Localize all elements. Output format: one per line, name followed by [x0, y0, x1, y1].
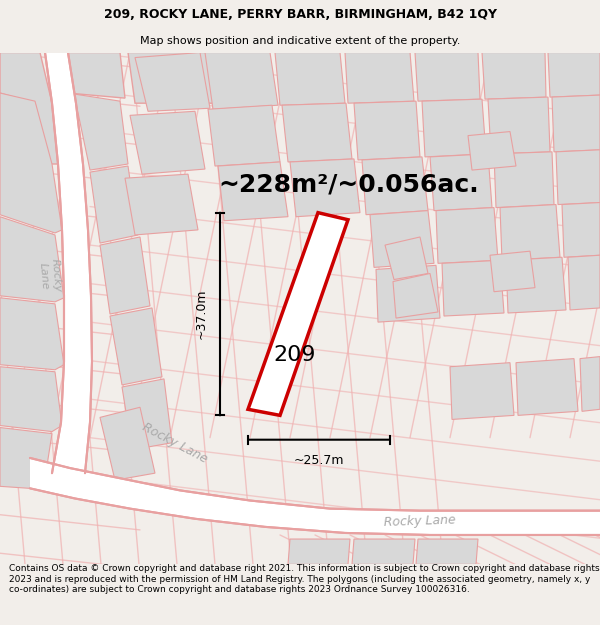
Polygon shape: [0, 367, 62, 432]
Polygon shape: [100, 237, 150, 314]
Polygon shape: [218, 162, 288, 221]
Polygon shape: [282, 103, 352, 162]
Polygon shape: [490, 251, 535, 292]
Polygon shape: [0, 298, 64, 370]
Polygon shape: [548, 52, 600, 97]
Polygon shape: [0, 428, 52, 488]
Polygon shape: [354, 101, 420, 160]
Polygon shape: [45, 52, 92, 473]
Polygon shape: [436, 208, 498, 263]
Polygon shape: [415, 52, 480, 101]
Polygon shape: [468, 131, 516, 170]
Polygon shape: [362, 157, 428, 214]
Polygon shape: [100, 408, 155, 480]
Polygon shape: [288, 539, 350, 564]
Polygon shape: [0, 217, 64, 302]
Polygon shape: [488, 97, 550, 154]
Text: Contains OS data © Crown copyright and database right 2021. This information is : Contains OS data © Crown copyright and d…: [9, 564, 599, 594]
Text: ~37.0m: ~37.0m: [195, 289, 208, 339]
Text: 209: 209: [274, 344, 316, 364]
Polygon shape: [125, 174, 198, 235]
Polygon shape: [376, 266, 440, 322]
Polygon shape: [68, 93, 128, 170]
Polygon shape: [370, 211, 434, 268]
Text: Rocky Lane: Rocky Lane: [384, 513, 456, 529]
Polygon shape: [135, 52, 210, 111]
Polygon shape: [442, 260, 504, 316]
Polygon shape: [430, 154, 492, 211]
Text: Map shows position and indicative extent of the property.: Map shows position and indicative extent…: [140, 36, 460, 46]
Polygon shape: [0, 52, 58, 164]
Polygon shape: [128, 52, 220, 103]
Polygon shape: [122, 379, 172, 450]
Text: Rocky
Lane: Rocky Lane: [38, 258, 62, 293]
Text: ~228m²/~0.056ac.: ~228m²/~0.056ac.: [218, 172, 479, 196]
Polygon shape: [290, 159, 360, 217]
Polygon shape: [345, 52, 414, 103]
Polygon shape: [385, 237, 428, 279]
Polygon shape: [130, 111, 205, 174]
Polygon shape: [500, 204, 560, 260]
Polygon shape: [416, 539, 478, 564]
Polygon shape: [450, 362, 514, 419]
Text: ~25.7m: ~25.7m: [294, 454, 344, 467]
Polygon shape: [208, 105, 280, 166]
Polygon shape: [248, 213, 348, 416]
Polygon shape: [352, 539, 415, 564]
Polygon shape: [275, 52, 345, 105]
Polygon shape: [506, 258, 566, 313]
Polygon shape: [393, 274, 438, 318]
Polygon shape: [482, 52, 546, 99]
Polygon shape: [552, 95, 600, 152]
Polygon shape: [580, 357, 600, 411]
Polygon shape: [0, 93, 62, 233]
Polygon shape: [205, 52, 278, 109]
Polygon shape: [562, 202, 600, 258]
Polygon shape: [90, 166, 138, 243]
Polygon shape: [568, 255, 600, 310]
Polygon shape: [55, 52, 125, 98]
Text: 209, ROCKY LANE, PERRY BARR, BIRMINGHAM, B42 1QY: 209, ROCKY LANE, PERRY BARR, BIRMINGHAM,…: [104, 8, 497, 21]
Polygon shape: [516, 359, 578, 416]
Polygon shape: [494, 152, 554, 208]
Polygon shape: [30, 458, 600, 535]
Polygon shape: [556, 150, 600, 204]
Polygon shape: [110, 308, 162, 385]
Text: Rocky Lane: Rocky Lane: [140, 420, 210, 466]
Polygon shape: [422, 99, 486, 157]
